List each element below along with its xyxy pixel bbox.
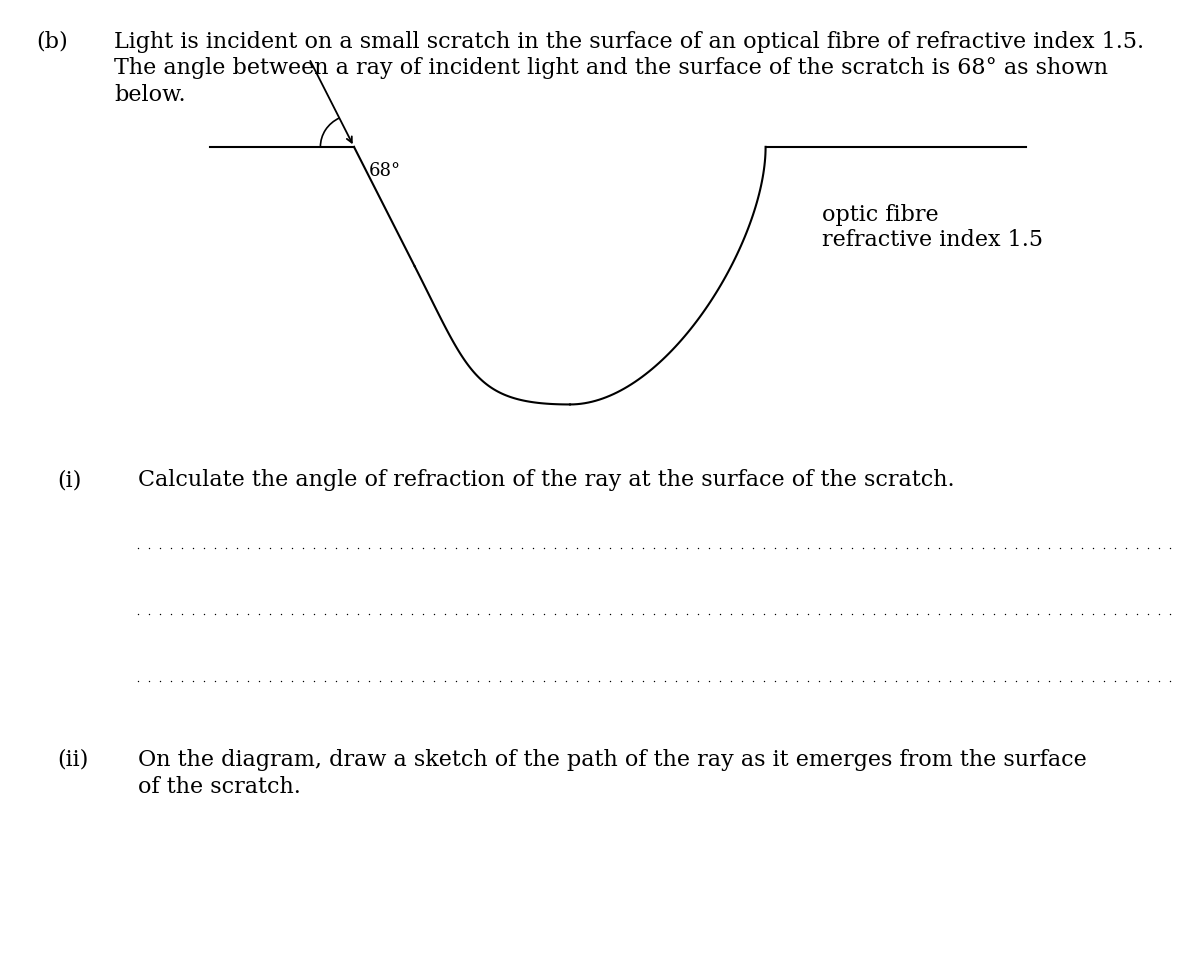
Text: of the scratch.: of the scratch. xyxy=(138,775,301,797)
Text: optic fibre: optic fibre xyxy=(822,203,938,226)
Text: below.: below. xyxy=(114,84,186,106)
Text: (b): (b) xyxy=(36,30,67,52)
Text: Calculate the angle of refraction of the ray at the surface of the scratch.: Calculate the angle of refraction of the… xyxy=(138,469,955,491)
Text: (ii): (ii) xyxy=(58,748,89,770)
Text: refractive index 1.5: refractive index 1.5 xyxy=(822,229,1043,252)
Text: 68°: 68° xyxy=(368,162,401,180)
Text: On the diagram, draw a sketch of the path of the ray as it emerges from the surf: On the diagram, draw a sketch of the pat… xyxy=(138,748,1087,770)
Text: Light is incident on a small scratch in the surface of an optical fibre of refra: Light is incident on a small scratch in … xyxy=(114,30,1144,52)
Text: (i): (i) xyxy=(58,469,82,491)
Text: The angle between a ray of incident light and the surface of the scratch is 68° : The angle between a ray of incident ligh… xyxy=(114,57,1108,79)
